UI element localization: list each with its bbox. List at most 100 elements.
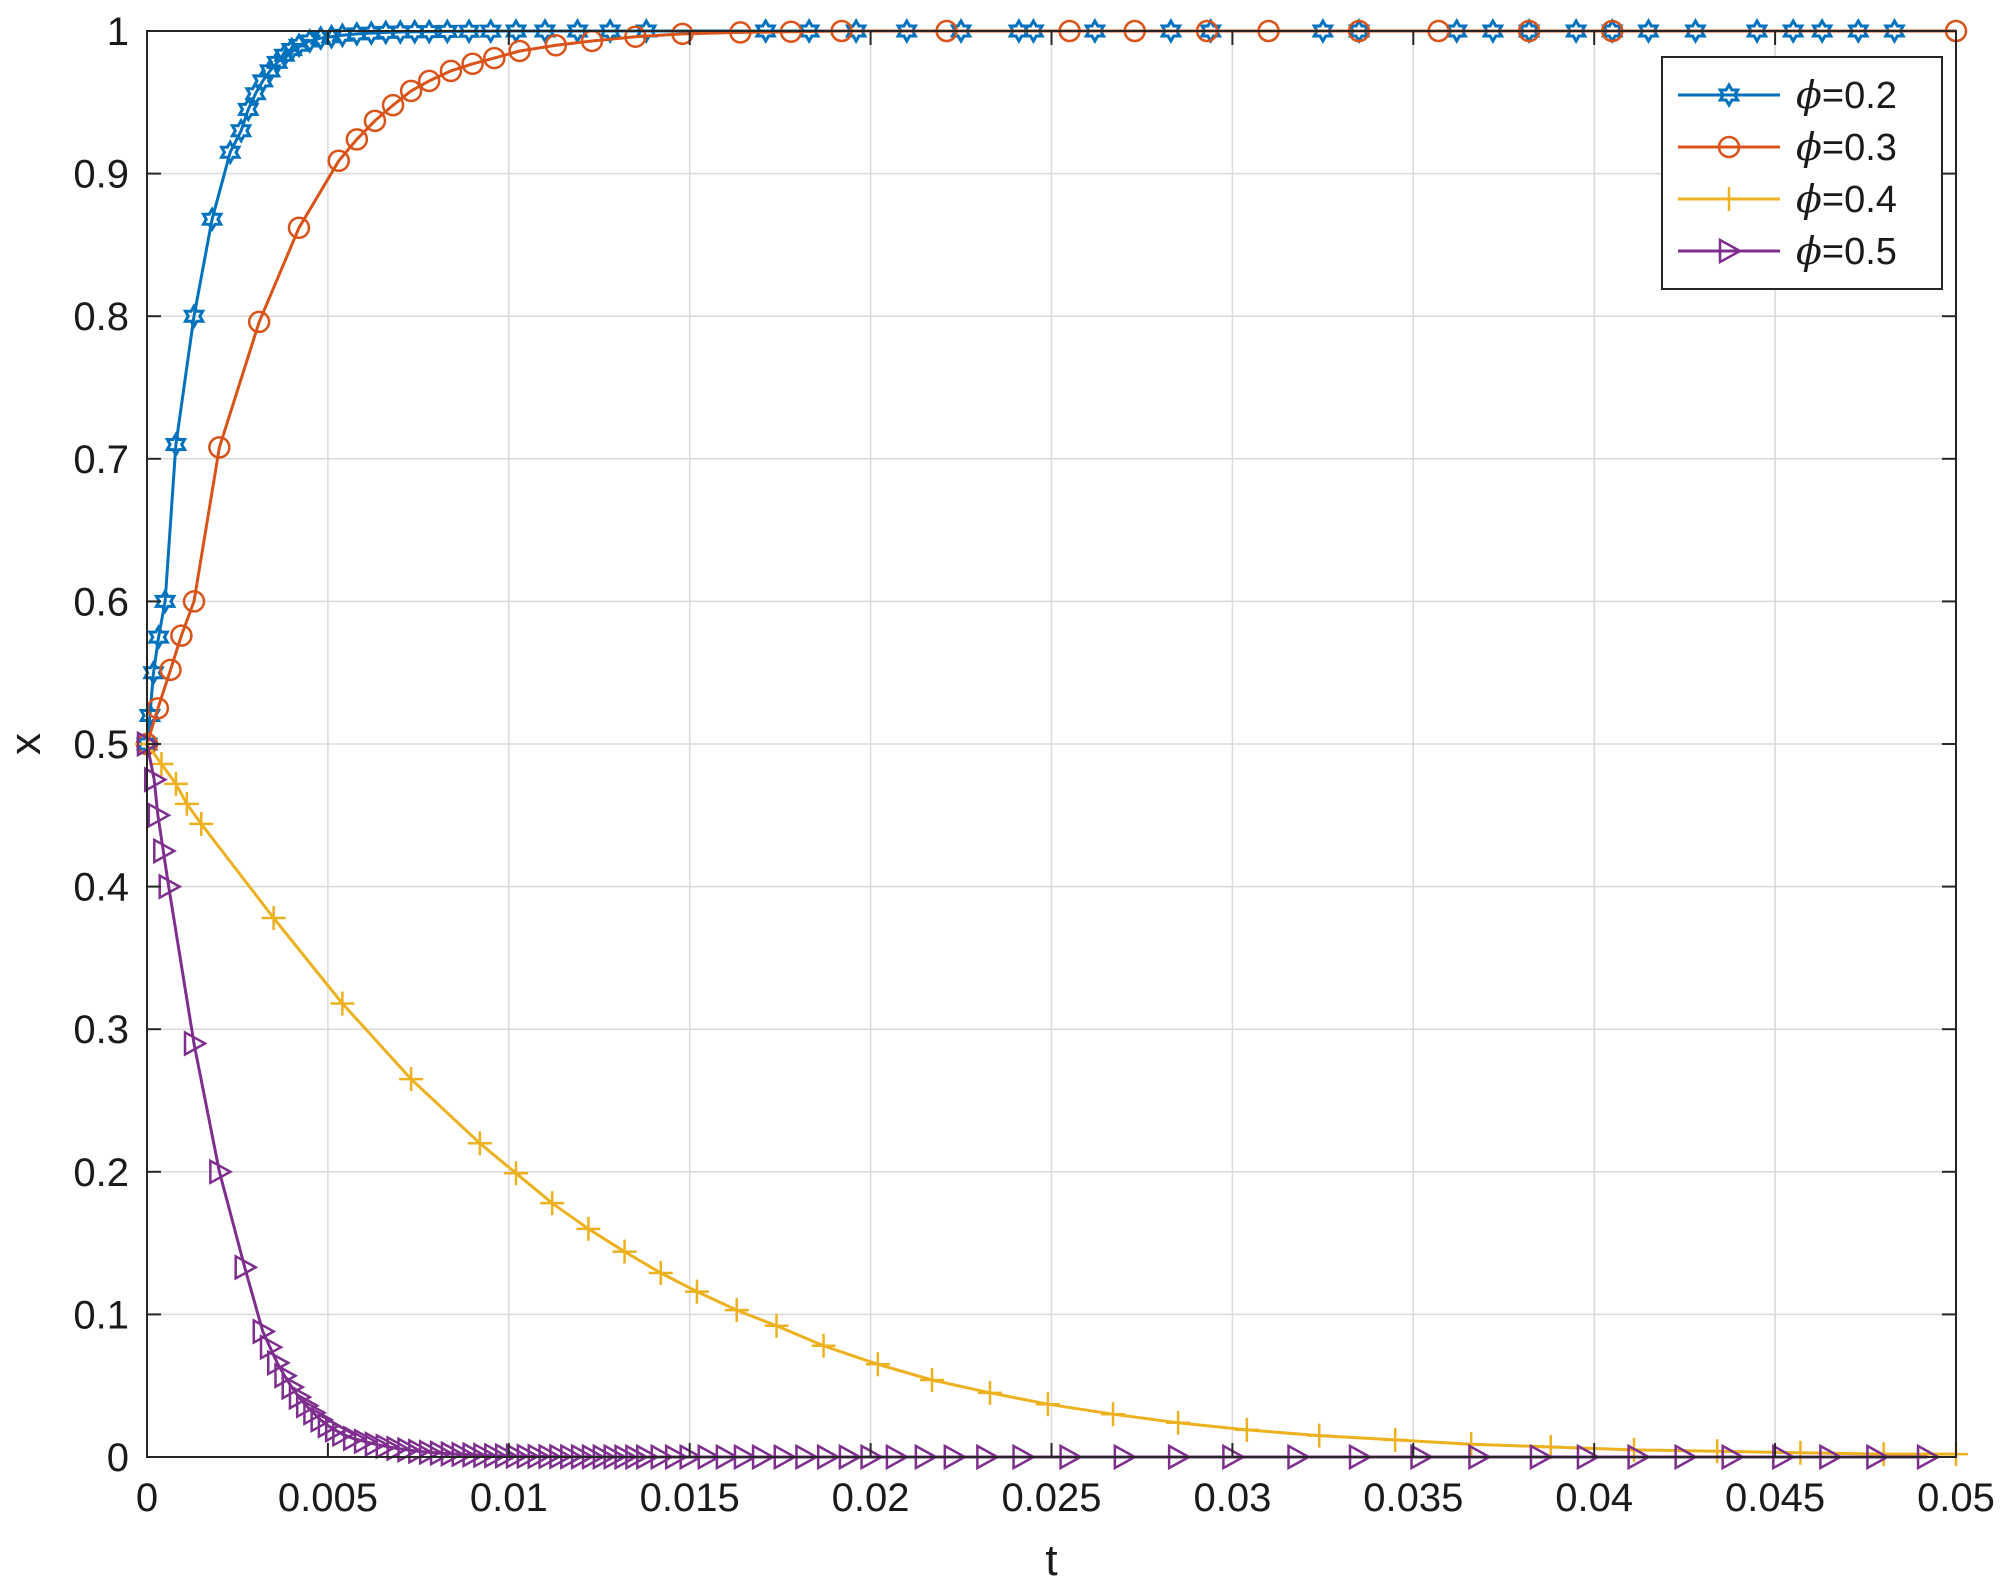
series-2-point (381, 93, 405, 117)
series-3 (135, 732, 1968, 1467)
y-tick-label: 0.4 (73, 866, 129, 910)
series-1-point (287, 32, 311, 59)
series-2-point (417, 69, 441, 93)
y-tick-label: 0.1 (73, 1293, 129, 1337)
series-2-point (671, 22, 694, 46)
series-4-point (183, 1030, 208, 1057)
series-1-point (598, 18, 622, 44)
series-2-point (159, 658, 182, 682)
series-1-point (435, 18, 459, 45)
series-3-point (330, 991, 355, 1016)
x-tick-label: 0 (136, 1476, 158, 1520)
series-4-point (295, 1392, 320, 1419)
series-1-point (895, 18, 918, 44)
y-tick-label: 0.2 (73, 1151, 129, 1195)
legend-phi-symbol: ϕ (1796, 125, 1822, 169)
series-1-point (1564, 18, 1588, 44)
series-1-point (844, 18, 868, 44)
series-3-point (865, 1352, 890, 1377)
series-1-point (1311, 18, 1335, 44)
series-3-point (163, 771, 188, 796)
series-3-point (724, 1298, 749, 1323)
series-1-point (949, 18, 973, 44)
series-1-point (1637, 18, 1660, 44)
series-3-point (1166, 1410, 1191, 1435)
series-1-point (219, 139, 242, 166)
series-2-point (729, 21, 752, 44)
legend-swatch-marker (1717, 82, 1741, 108)
x-tick-label: 0.025 (1001, 1476, 1101, 1520)
series-3-point (504, 1161, 529, 1186)
series-2-point (624, 25, 647, 48)
x-tick-label: 0.01 (470, 1476, 548, 1520)
legend-phi-symbol: ϕ (1796, 177, 1822, 221)
series-2-point (399, 79, 423, 103)
series-1-point (566, 18, 589, 44)
series-4-point (209, 1158, 233, 1185)
legend-label: ϕ=0.2 (1796, 73, 1897, 117)
series-2-point (544, 34, 568, 57)
series-3-point (1538, 1435, 1563, 1460)
series-3-point (1459, 1432, 1484, 1457)
series-2-point (508, 39, 531, 63)
y-tick-label: 0 (107, 1436, 129, 1480)
legend-phi-symbol: ϕ (1796, 229, 1822, 273)
series-4-point (281, 1374, 306, 1401)
series-2-point (439, 59, 463, 83)
series-2-point (345, 128, 369, 151)
series-3-point (920, 1368, 945, 1392)
series-3-point (1234, 1417, 1259, 1442)
x-tick-label: 0.05 (1917, 1476, 1995, 1520)
series-2-point (247, 310, 271, 334)
legend-value-text: =0.3 (1822, 127, 1897, 169)
y-tick-label: 1 (107, 10, 129, 54)
y-tick-label: 0.6 (73, 580, 129, 624)
y-tick-label: 0.3 (73, 1008, 129, 1052)
y-axis-label: x (1, 733, 50, 755)
series-4-point (147, 802, 172, 829)
series-3-point (977, 1380, 1002, 1405)
y-tick-label: 0.7 (73, 438, 129, 482)
series-1-point (200, 206, 224, 233)
series-1-point (457, 18, 481, 45)
series-3-point (174, 791, 199, 816)
y-tick-label: 0.8 (73, 295, 129, 339)
series-1-point (1159, 18, 1183, 44)
x-tick-label: 0.04 (1555, 1476, 1633, 1520)
series-4-point (274, 1362, 299, 1389)
series-1-point (1847, 18, 1870, 44)
series-3-line (145, 743, 1956, 1456)
series-1-point (182, 303, 206, 330)
series-3-point (576, 1216, 601, 1241)
series-4-point (266, 1349, 291, 1376)
x-tick-label: 0.035 (1363, 1476, 1463, 1520)
legend-swatch-marker (1718, 237, 1743, 265)
y-tick-label: 0.5 (73, 723, 129, 767)
series-2-point (208, 436, 231, 459)
series-2-point (327, 149, 351, 173)
series-2-point (182, 590, 206, 613)
legend-swatch-marker (1717, 187, 1741, 211)
x-tick-label: 0.02 (832, 1476, 910, 1520)
series-2-point (483, 46, 506, 70)
series-1-point (1481, 18, 1505, 44)
x-axis-label: t (1045, 1536, 1057, 1585)
series-3-point (612, 1239, 637, 1264)
legend-swatch-marker (1717, 135, 1741, 159)
series-3-point (648, 1261, 673, 1286)
series-4-point (303, 1399, 328, 1426)
series-4-point (288, 1383, 313, 1411)
series-1-point (236, 96, 260, 123)
legend-item-1: ϕ=0.2 (1678, 73, 1897, 117)
series-3-point (399, 1067, 424, 1092)
legend-label: ϕ=0.3 (1796, 125, 1897, 169)
x-tick-label: 0.03 (1193, 1476, 1271, 1520)
series-4-point (143, 766, 168, 793)
x-tick-label: 0.045 (1725, 1476, 1825, 1520)
series-1-point (147, 624, 170, 651)
legend: ϕ=0.2ϕ=0.3ϕ=0.4ϕ=0.5 (1661, 56, 1943, 290)
series-1-point (1810, 18, 1834, 44)
series-2-point (170, 624, 193, 647)
series-1-point (153, 588, 177, 615)
